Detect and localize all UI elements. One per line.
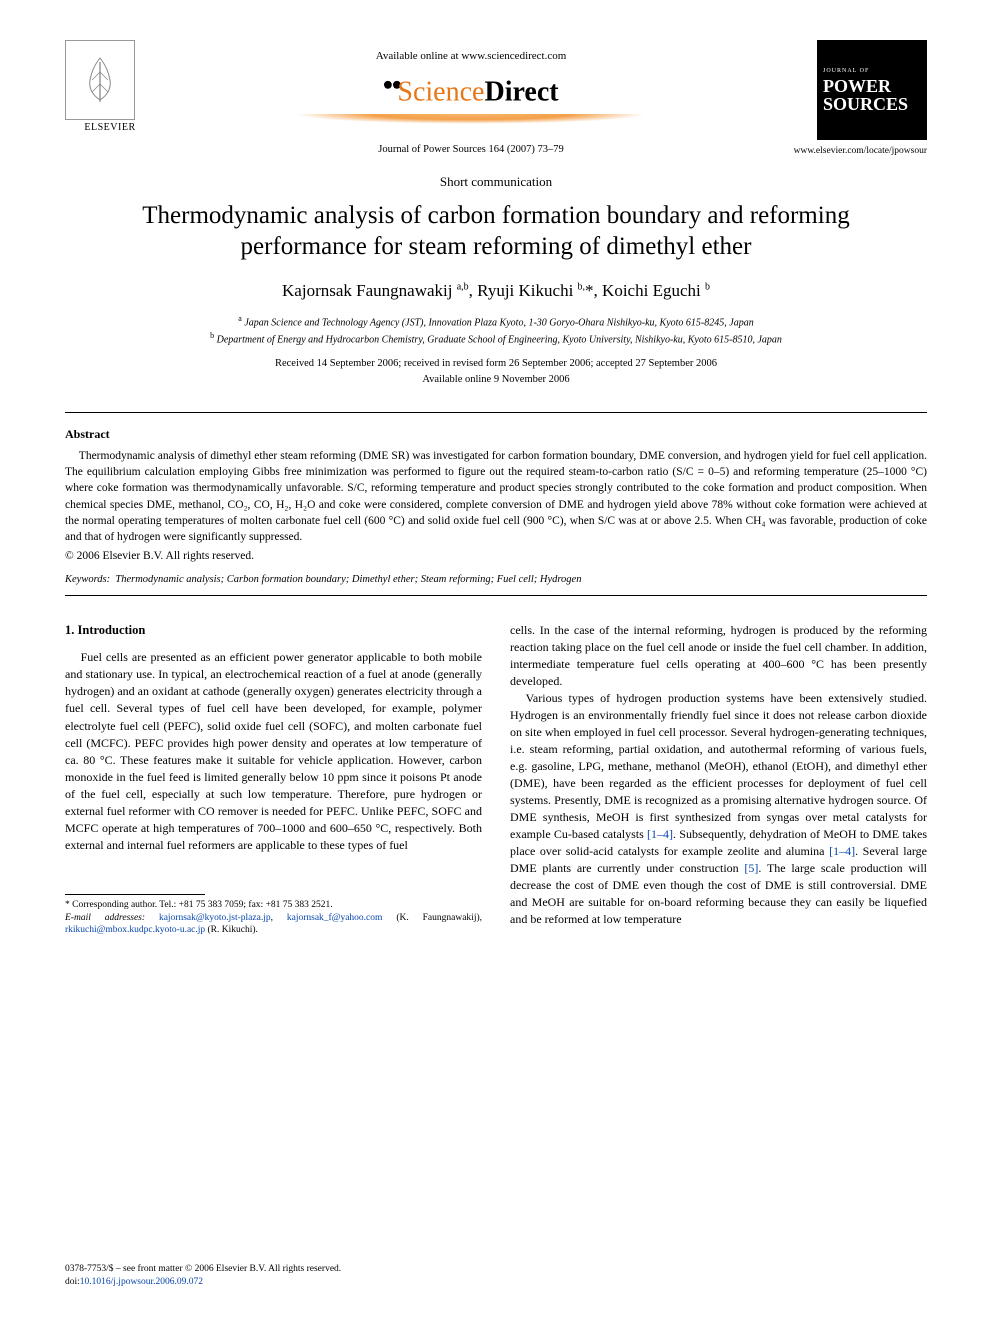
- abstract-body: Thermodynamic analysis of dimethyl ether…: [65, 448, 927, 546]
- journal-block: JOURNAL OF POWER SOURCES www.elsevier.co…: [787, 40, 927, 156]
- page-footer: 0378-7753/$ – see front matter © 2006 El…: [65, 1263, 341, 1289]
- p2b-text-1: Various types of hydrogen production sys…: [510, 691, 927, 841]
- keywords-list: Thermodynamic analysis; Carbon formation…: [115, 574, 581, 585]
- journal-cover-thumbnail: JOURNAL OF POWER SOURCES: [817, 40, 927, 140]
- footnotes: * Corresponding author. Tel.: +81 75 383…: [65, 899, 482, 937]
- journal-reference: Journal of Power Sources 164 (2007) 73–7…: [155, 144, 787, 155]
- intro-paragraph-1: Fuel cells are presented as an efficient…: [65, 649, 482, 853]
- article-type: Short communication: [65, 174, 927, 190]
- doi-link[interactable]: 10.1016/j.jpowsour.2006.09.072: [80, 1277, 203, 1287]
- header-row: ELSEVIER Available online at www.science…: [65, 40, 927, 156]
- article-dates: Received 14 September 2006; received in …: [65, 356, 927, 388]
- email-link-2[interactable]: kajornsak_f@yahoo.com: [287, 913, 383, 923]
- keywords-label: Keywords:: [65, 574, 110, 585]
- section-heading-1: 1. Introduction: [65, 622, 482, 640]
- available-online-text: Available online at www.sciencedirect.co…: [155, 50, 787, 62]
- doi-prefix: doi:: [65, 1277, 80, 1287]
- footnote-rule: [65, 894, 205, 895]
- email-addresses: E-mail addresses: kajornsak@kyoto.jst-pl…: [65, 912, 482, 938]
- ref-link-1-4a[interactable]: [1–4]: [647, 827, 673, 841]
- sd-swoosh-graphic: [271, 114, 671, 134]
- divider-top: [65, 412, 927, 413]
- ref-link-1-4b[interactable]: [1–4]: [829, 844, 855, 858]
- intro-paragraph-2a: cells. In the case of the internal refor…: [510, 622, 927, 690]
- sd-logo-part2: Direct: [484, 76, 558, 107]
- header-center: Available online at www.sciencedirect.co…: [155, 40, 787, 155]
- intro-paragraph-2b: Various types of hydrogen production sys…: [510, 690, 927, 928]
- body-columns: 1. Introduction Fuel cells are presented…: [65, 622, 927, 938]
- corresponding-author: * Corresponding author. Tel.: +81 75 383…: [65, 899, 482, 912]
- email-link-1[interactable]: kajornsak@kyoto.jst-plaza.jp: [159, 913, 271, 923]
- divider-bottom: [65, 595, 927, 596]
- journal-url: www.elsevier.com/locate/jpowsour: [787, 146, 927, 156]
- journal-cover-label: JOURNAL OF: [823, 68, 921, 74]
- footer-issn: 0378-7753/$ – see front matter © 2006 El…: [65, 1263, 341, 1276]
- sd-logo-part1: Science: [397, 76, 484, 107]
- dates-received: Received 14 September 2006; received in …: [65, 356, 927, 372]
- article-title: Thermodynamic analysis of carbon formati…: [65, 200, 927, 263]
- journal-cover-title-2: SOURCES: [823, 95, 921, 113]
- footnote-name-1: (K. Faungnawakij),: [396, 913, 482, 923]
- journal-cover-title-1: POWER: [823, 77, 921, 95]
- elsevier-tree-icon: [65, 40, 135, 120]
- affiliations: a Japan Science and Technology Agency (J…: [65, 313, 927, 349]
- dates-online: Available online 9 November 2006: [65, 372, 927, 388]
- affiliation-a: Japan Science and Technology Agency (JST…: [244, 317, 753, 328]
- sciencedirect-logo: ⦁⦁ScienceDirect: [155, 74, 787, 108]
- abstract-section: Abstract Thermodynamic analysis of dimet…: [65, 427, 927, 562]
- column-right: cells. In the case of the internal refor…: [510, 622, 927, 938]
- footnote-name-2: (R. Kikuchi).: [208, 925, 258, 935]
- abstract-heading: Abstract: [65, 427, 927, 442]
- ref-link-5[interactable]: [5]: [744, 861, 758, 875]
- keywords-line: Keywords: Thermodynamic analysis; Carbon…: [65, 574, 927, 585]
- email-label: E-mail addresses:: [65, 913, 145, 923]
- elsevier-publisher-block: ELSEVIER: [65, 40, 155, 133]
- column-left: 1. Introduction Fuel cells are presented…: [65, 622, 482, 938]
- email-link-3[interactable]: rkikuchi@mbox.kudpc.kyoto-u.ac.jp: [65, 925, 205, 935]
- elsevier-label: ELSEVIER: [65, 122, 155, 133]
- abstract-copyright: © 2006 Elsevier B.V. All rights reserved…: [65, 550, 927, 562]
- authors-line: Kajornsak Faungnawakij a,b, Ryuji Kikuch…: [65, 281, 927, 301]
- affiliation-b: Department of Energy and Hydrocarbon Che…: [217, 335, 782, 346]
- footer-doi-line: doi:10.1016/j.jpowsour.2006.09.072: [65, 1276, 341, 1289]
